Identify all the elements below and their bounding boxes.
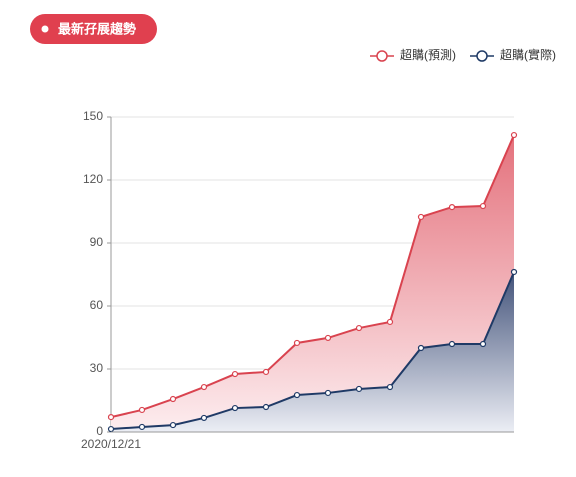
point	[293, 339, 301, 347]
y-tick-label: 120	[83, 172, 103, 186]
point	[262, 368, 270, 376]
point	[510, 268, 518, 276]
point	[479, 202, 487, 210]
point	[107, 425, 115, 433]
point	[138, 406, 146, 414]
y-tick-label: 90	[90, 235, 104, 249]
line	[110, 134, 515, 419]
legend-marker	[376, 50, 388, 62]
point	[169, 421, 177, 429]
legend-marker	[476, 50, 488, 62]
point	[510, 131, 518, 139]
y-tick-label: 150	[83, 109, 103, 123]
line	[110, 271, 515, 431]
legend-label: 超購(預測)	[400, 47, 456, 62]
y-tick-label: 0	[96, 424, 103, 438]
point	[107, 413, 115, 421]
point	[262, 403, 270, 411]
point	[231, 370, 239, 378]
badge	[30, 14, 157, 44]
y-tick-label: 30	[90, 361, 104, 375]
point	[231, 404, 239, 412]
point	[355, 324, 363, 332]
point	[448, 203, 456, 211]
point	[324, 389, 332, 397]
x-tick-label: 2020/12/21	[81, 437, 141, 451]
legend-label: 超購(實際)	[500, 47, 556, 62]
y-tick-label: 60	[90, 298, 104, 312]
point	[200, 414, 208, 422]
point	[417, 344, 425, 352]
point	[200, 383, 208, 391]
point	[324, 334, 332, 342]
point	[138, 423, 146, 431]
point	[417, 213, 425, 221]
badge-text: 最新孖展趨勢	[58, 21, 136, 36]
badge-dot	[41, 25, 49, 33]
area	[111, 271, 514, 432]
point	[355, 385, 363, 393]
point	[448, 340, 456, 348]
point	[386, 383, 394, 391]
point	[479, 340, 487, 348]
point	[386, 318, 394, 326]
point	[169, 395, 177, 403]
point	[293, 391, 301, 399]
